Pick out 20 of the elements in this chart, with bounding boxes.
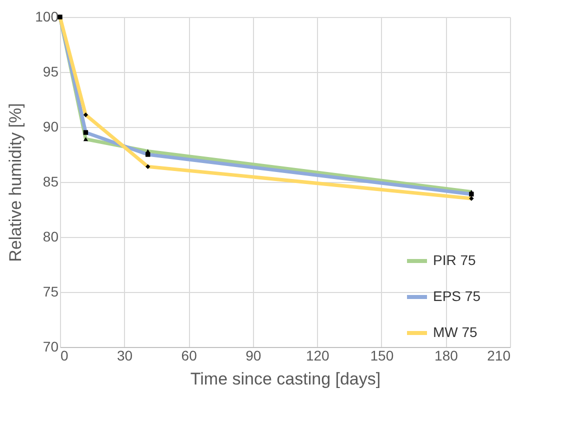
x-axis-title: Time since casting [days] bbox=[190, 370, 381, 388]
x-tick-label: 150 bbox=[370, 348, 394, 364]
x-tick-label: 30 bbox=[116, 348, 133, 364]
y-axis-title: Relative humidity [%] bbox=[6, 103, 26, 262]
y-tick-label: 90 bbox=[42, 118, 59, 134]
y-tick-label: 100 bbox=[35, 8, 59, 24]
x-tick-label: 60 bbox=[181, 348, 198, 364]
y-tick-label: 95 bbox=[42, 64, 59, 80]
y-tick-label: 80 bbox=[42, 228, 59, 244]
y-tick-label: 85 bbox=[42, 174, 59, 190]
legend-label: EPS 75 bbox=[433, 288, 481, 304]
x-tick-label: 90 bbox=[246, 348, 262, 364]
legend-label: MW 75 bbox=[433, 324, 478, 340]
x-tick-label: 210 bbox=[487, 348, 511, 364]
x-tick-label: 120 bbox=[306, 348, 330, 364]
y-tick-label: 75 bbox=[42, 284, 59, 300]
y-tick-label: 70 bbox=[42, 338, 59, 354]
legend-label: PIR 75 bbox=[433, 252, 476, 268]
x-tick-label: 180 bbox=[434, 348, 458, 364]
x-tick-label: 0 bbox=[60, 348, 68, 364]
